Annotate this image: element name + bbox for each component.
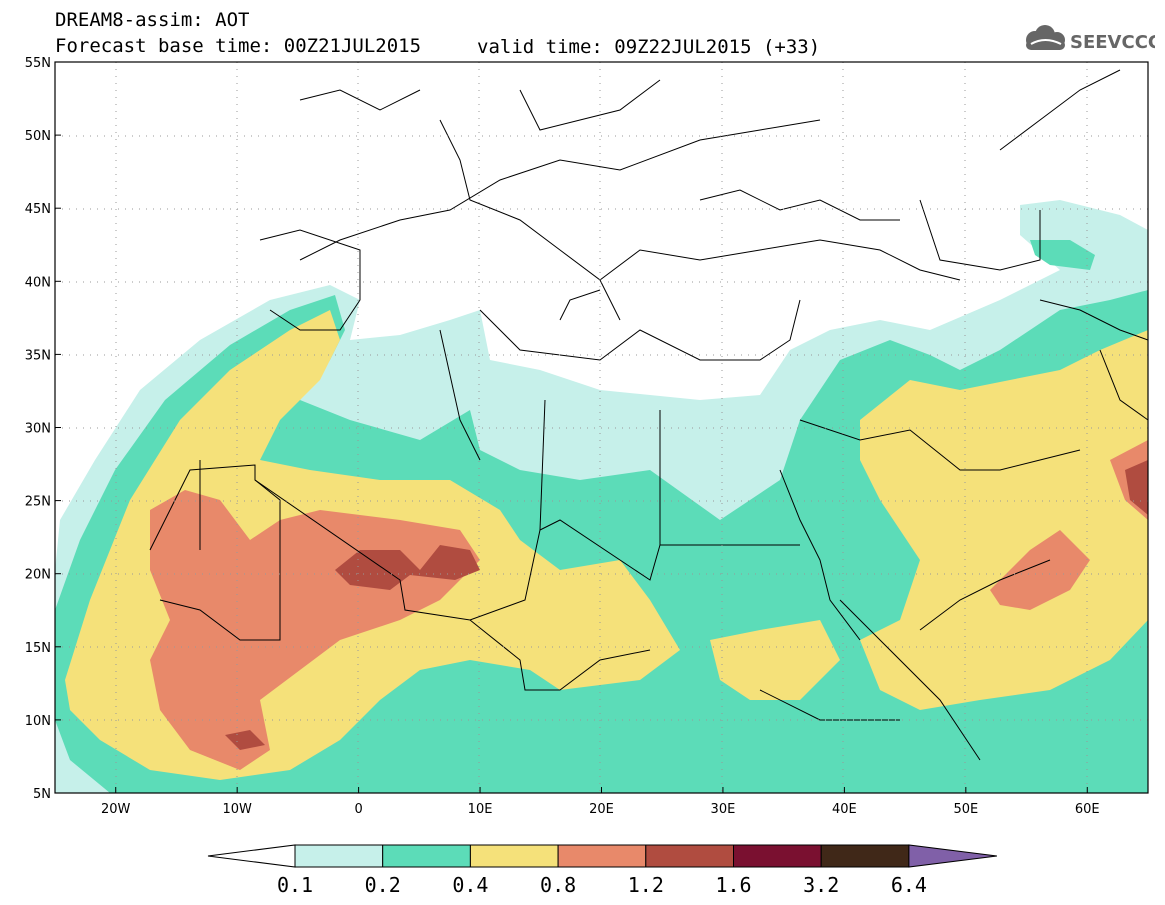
- colorbar-box: [382, 844, 471, 868]
- aot-fields: [55, 200, 1148, 793]
- colorbar-high-triangle: [908, 844, 997, 868]
- lat-label: 50N: [25, 129, 51, 144]
- lon-label: 0: [354, 802, 362, 817]
- lat-label: 20N: [25, 568, 51, 583]
- aot-map: 55N 50N 45N 40N 35N 30N 25N 20N 15N 10N 5N 20W 10W 0…: [25, 56, 1149, 817]
- lon-label: 20W: [101, 802, 131, 817]
- aot-band-0.4-sahel: [710, 620, 840, 700]
- lat-label: 45N: [25, 202, 51, 217]
- lon-label: 20E: [589, 802, 614, 817]
- colorbar-box: [469, 844, 559, 868]
- logo-text: SEEVCCC: [1070, 32, 1155, 53]
- aot-band-0.8-oman: [990, 530, 1090, 610]
- colorbar-box: [820, 844, 910, 868]
- valid-time: valid time: 09Z22JUL2015 (+33): [477, 36, 821, 58]
- colorbar-label: 1.6: [715, 873, 751, 897]
- lat-label: 25N: [25, 495, 51, 510]
- lon-label: 50E: [953, 802, 978, 817]
- colorbar-label: 0.8: [540, 873, 576, 897]
- map-title: DREAM8-assim: AOT: [55, 9, 250, 31]
- longitude-labels: 20W 10W 0 10E 20E 30E 40E 50E 60E: [101, 787, 1100, 817]
- colorbar-label: 1.2: [628, 873, 664, 897]
- latitude-labels: 55N 50N 45N 40N 35N 30N 25N 20N 15N 10N 5N: [25, 56, 61, 802]
- lon-label: 30E: [711, 802, 736, 817]
- lat-label: 55N: [25, 56, 51, 71]
- lat-label: 35N: [25, 348, 51, 363]
- aot-band-1.2: [335, 545, 480, 590]
- lat-label: 30N: [25, 422, 51, 437]
- colorbar-low-triangle: [207, 844, 296, 868]
- colorbar-box: [645, 844, 734, 868]
- colorbar-box: [733, 844, 822, 868]
- colorbar-label: 0.1: [277, 873, 313, 897]
- colorbar-label: 3.2: [803, 873, 839, 897]
- colorbar: 0.1 0.2 0.4 0.8 1.2 1.6 3.2 6.4: [207, 844, 997, 897]
- colorbar-label: 0.2: [365, 873, 401, 897]
- seevccc-logo: SEEVCCC: [1026, 25, 1155, 53]
- lat-label: 15N: [25, 641, 51, 656]
- forecast-base-time: Forecast base time: 00Z21JUL2015: [55, 35, 422, 57]
- lat-label: 10N: [25, 714, 51, 729]
- lat-label: 40N: [25, 275, 51, 290]
- colorbar-label: 0.4: [452, 873, 488, 897]
- aot-band-0.4-arabia: [860, 330, 1148, 710]
- gridlines: [55, 62, 1148, 793]
- lon-label: 10E: [468, 802, 493, 817]
- lon-label: 10W: [222, 802, 252, 817]
- aot-band-0.2-caspian: [1030, 240, 1095, 270]
- colorbar-label: 6.4: [891, 873, 927, 897]
- aot-band-1.2-coast: [1125, 460, 1148, 515]
- aot-band-1.2-guinea: [225, 730, 265, 750]
- lat-label: 5N: [33, 787, 51, 802]
- lon-label: 40E: [832, 802, 857, 817]
- colorbar-box: [294, 844, 384, 868]
- colorbar-box: [557, 844, 647, 868]
- lon-label: 60E: [1075, 802, 1100, 817]
